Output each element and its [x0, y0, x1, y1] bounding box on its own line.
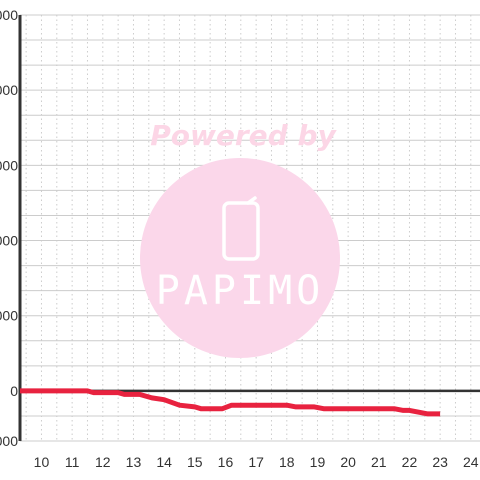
horizontal-gridlines [20, 14, 480, 442]
series [20, 388, 441, 417]
x-tick-label: 22 [402, 454, 418, 470]
y-axis-tick-labels: -20,000 0 30,000 60,000 90,000 120,000 150,000 [0, 7, 18, 449]
x-tick-label: 15 [187, 454, 203, 470]
x-tick-label: 23 [432, 454, 448, 470]
phone-icon [222, 196, 260, 261]
y-tick-label: 60,000 [0, 233, 18, 249]
x-tick-label: 17 [248, 454, 264, 470]
x-tick-label: 14 [156, 454, 172, 470]
x-tick-label: 20 [340, 454, 356, 470]
x-tick-label: 10 [34, 454, 50, 470]
x-tick-label: 24 [463, 454, 479, 470]
x-tick-label: 21 [371, 454, 387, 470]
watermark-powered-by-text: Powered by [150, 119, 337, 152]
y-tick-label: 90,000 [0, 157, 18, 173]
x-tick-label: 19 [310, 454, 326, 470]
x-axis-tick-labels: 10 11 12 13 14 15 16 17 18 19 20 21 22 23 24 [34, 454, 479, 470]
y-tick-label: -20,000 [0, 433, 18, 449]
x-tick-label: 11 [65, 454, 80, 470]
y-tick-label: 150,000 [0, 7, 18, 23]
x-tick-label: 12 [95, 454, 111, 470]
y-tick-label: 30,000 [0, 308, 18, 324]
x-tick-label: 16 [218, 454, 234, 470]
y-tick-label: 120,000 [0, 82, 18, 98]
powered-by-papimo-watermark: Powered by PAPIMO [140, 119, 340, 358]
y-tick-label: 0 [10, 383, 18, 399]
x-tick-label: 13 [126, 454, 142, 470]
series-line [20, 388, 441, 417]
x-tick-label: 18 [279, 454, 295, 470]
watermark-logo-text: PAPIMO [156, 268, 325, 314]
